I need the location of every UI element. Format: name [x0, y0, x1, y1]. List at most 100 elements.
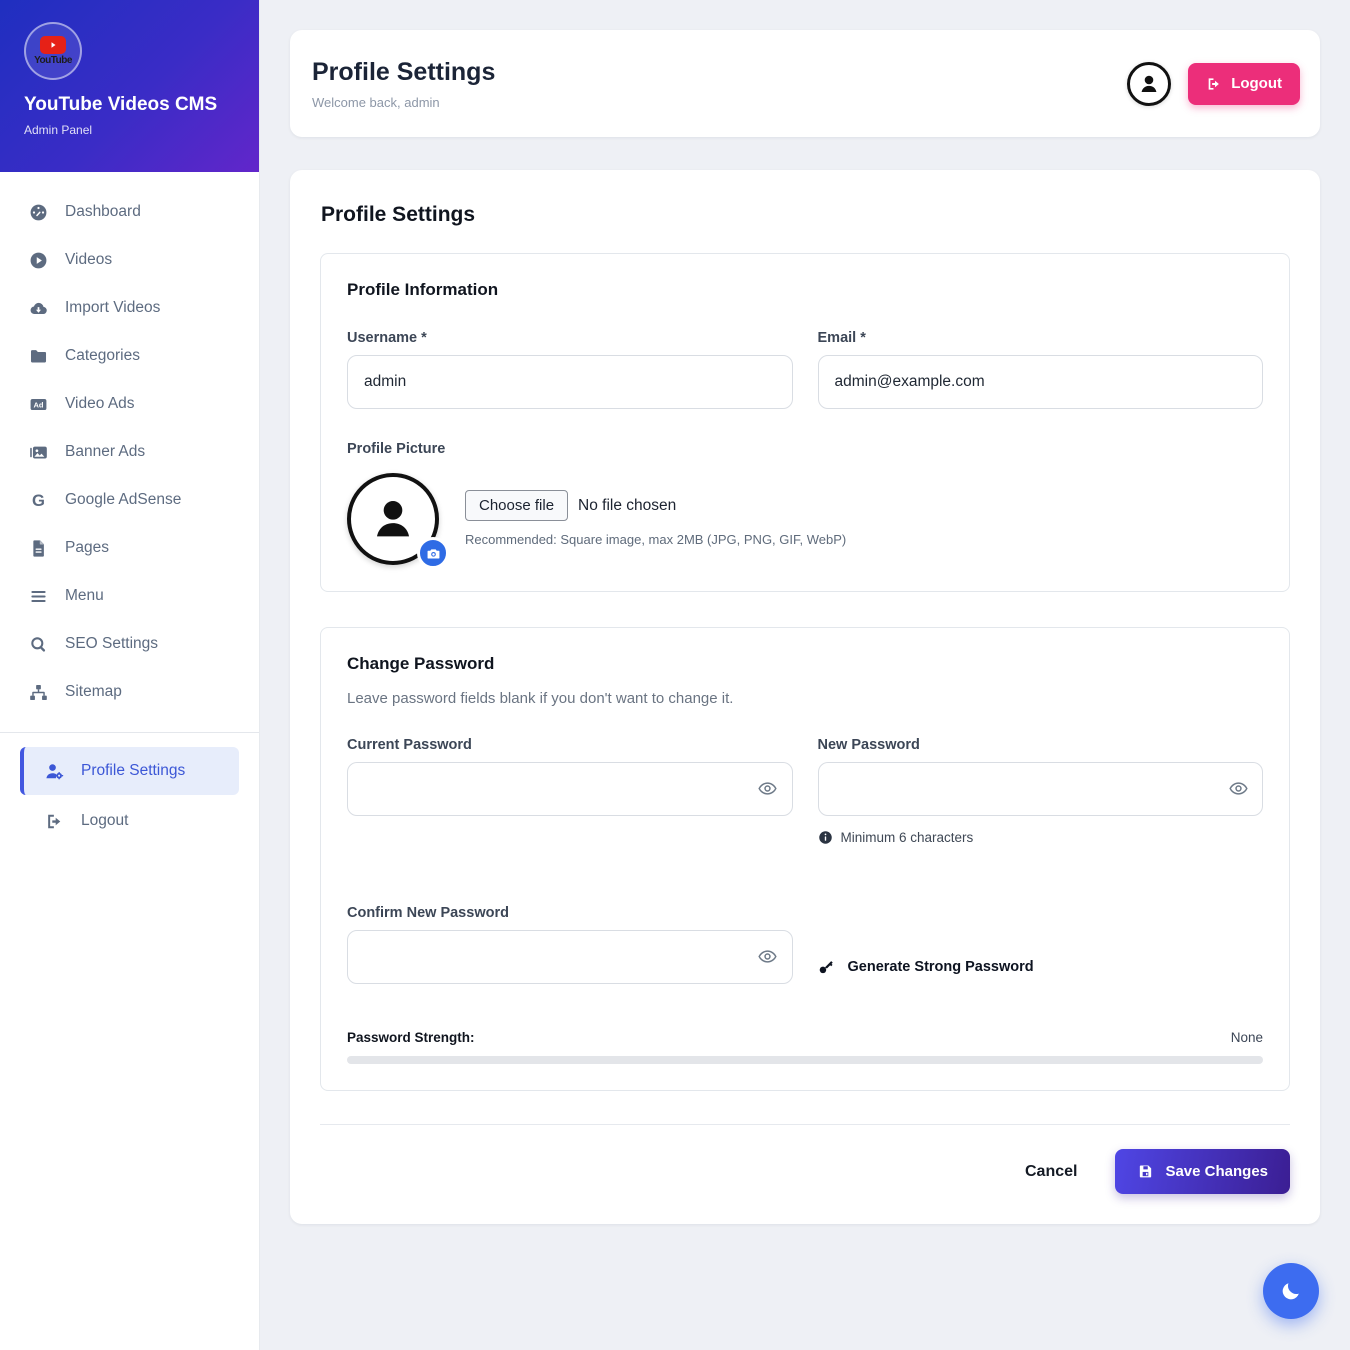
- current-password-group: Current Password: [347, 737, 793, 845]
- camera-icon: [427, 548, 439, 558]
- card-heading: Profile Settings: [321, 203, 476, 226]
- cloud-download-icon: [28, 298, 49, 319]
- generate-password-action[interactable]: Generate Strong Password: [818, 905, 1264, 984]
- confirm-password-input[interactable]: [347, 930, 793, 984]
- sign-out-icon: [1208, 77, 1220, 90]
- sidebar-item-label: Video Ads: [65, 395, 135, 412]
- sidebar-item-label: Banner Ads: [65, 443, 146, 460]
- sidebar-item-dashboard[interactable]: Dashboard: [0, 188, 259, 236]
- youtube-play-icon: [40, 36, 66, 54]
- sidebar-item-seo-settings[interactable]: SEO Settings: [0, 620, 259, 668]
- new-password-group: New Password Minimum 6 characters: [817, 737, 1263, 845]
- sidebar-item-label: Pages: [65, 539, 109, 556]
- sidebar-bottom-nav: Profile Settings Logout: [0, 747, 259, 845]
- dark-mode-toggle[interactable]: [1263, 1263, 1319, 1319]
- play-circle-icon: [28, 250, 49, 271]
- sidebar-item-video-ads[interactable]: Ad Video Ads: [0, 380, 259, 428]
- welcome-text: Welcome back, admin: [312, 94, 440, 110]
- password-strength-block: Password Strength: None: [347, 1030, 1263, 1064]
- sidebar-item-google-adsense[interactable]: G Google AdSense: [0, 476, 259, 524]
- file-upload-block: Choose file No file chosen Recommended: …: [465, 473, 846, 547]
- info-circle-icon: [818, 831, 832, 844]
- sidebar-item-label: Sitemap: [65, 683, 122, 700]
- confirm-password-label: Confirm New Password: [347, 905, 509, 921]
- cancel-button[interactable]: Cancel: [1024, 1162, 1078, 1180]
- sidebar-nav: Dashboard Videos Import Videos Categorie…: [0, 172, 259, 847]
- strength-label: Password Strength:: [347, 1030, 475, 1045]
- sidebar-item-label: Import Videos: [65, 299, 161, 316]
- sitemap-icon: [28, 682, 49, 703]
- sidebar-item-label: SEO Settings: [65, 635, 159, 652]
- page-header: Profile Settings Welcome back, admin Log…: [290, 30, 1320, 137]
- search-icon: [28, 634, 49, 655]
- google-g-icon: G: [28, 490, 49, 511]
- sidebar-item-banner-ads[interactable]: Banner Ads: [0, 428, 259, 476]
- eye-icon: [758, 782, 777, 795]
- profile-picture-label: Profile Picture: [347, 441, 446, 457]
- person-icon: [1141, 75, 1157, 92]
- file-status-text: No file chosen: [578, 496, 677, 514]
- generate-password-label: Generate Strong Password: [847, 958, 1034, 975]
- file-lines-icon: [28, 538, 49, 559]
- username-input[interactable]: [347, 355, 793, 409]
- ad-icon: Ad: [28, 394, 49, 415]
- change-password-section: Change Password Leave password fields bl…: [320, 627, 1290, 1091]
- email-label: Email *: [817, 330, 866, 346]
- sidebar-item-label: Menu: [65, 587, 104, 604]
- save-icon: [1140, 1165, 1152, 1178]
- sidebar-item-sitemap[interactable]: Sitemap: [0, 668, 259, 716]
- sidebar-item-categories[interactable]: Categories: [0, 332, 259, 380]
- email-input[interactable]: [817, 355, 1263, 409]
- sidebar-item-label: Dashboard: [65, 203, 141, 220]
- section-title: Change Password: [347, 654, 495, 673]
- header-right: Logout: [1127, 61, 1300, 106]
- sidebar-item-menu[interactable]: Menu: [0, 572, 259, 620]
- header-avatar[interactable]: [1127, 61, 1172, 106]
- upload-hint: Recommended: Square image, max 2MB (JPG,…: [465, 532, 847, 547]
- form-actions: Cancel Save Changes: [320, 1124, 1290, 1194]
- logout-button-label: Logout: [1231, 75, 1282, 92]
- toggle-visibility-button[interactable]: [758, 947, 778, 967]
- key-icon: [819, 961, 833, 974]
- confirm-password-group: Confirm New Password: [347, 905, 793, 984]
- toggle-visibility-button[interactable]: [758, 779, 778, 799]
- sidebar-item-videos[interactable]: Videos: [0, 236, 259, 284]
- sidebar-item-profile-settings[interactable]: Profile Settings: [20, 747, 239, 795]
- sidebar-item-import-videos[interactable]: Import Videos: [0, 284, 259, 332]
- strength-value: None: [1230, 1030, 1263, 1045]
- bars-icon: [28, 586, 49, 607]
- youtube-wordmark: YouTube: [34, 55, 72, 66]
- sidebar-divider: [0, 732, 259, 733]
- page-title: Profile Settings: [312, 57, 496, 86]
- username-label: Username *: [347, 330, 427, 346]
- toggle-visibility-button[interactable]: [1228, 779, 1248, 799]
- moon-icon: [1282, 1283, 1299, 1300]
- new-password-input[interactable]: [817, 762, 1263, 816]
- sidebar-item-pages[interactable]: Pages: [0, 524, 259, 572]
- strength-meter: [347, 1056, 1263, 1064]
- min-length-text: Minimum 6 characters: [840, 830, 974, 845]
- sidebar-item-logout[interactable]: Logout: [20, 797, 239, 845]
- new-password-label: New Password: [817, 737, 920, 753]
- page-header-text: Profile Settings Welcome back, admin: [312, 58, 495, 110]
- current-password-input[interactable]: [347, 762, 793, 816]
- sidebar-item-label: Google AdSense: [65, 491, 182, 508]
- logout-button[interactable]: Logout: [1188, 62, 1300, 105]
- choose-file-button[interactable]: Choose file: [465, 490, 569, 521]
- sidebar-item-label: Categories: [65, 347, 140, 364]
- section-title: Profile Information: [347, 280, 499, 299]
- eye-icon: [1228, 782, 1248, 795]
- youtube-logo: YouTube: [24, 22, 82, 80]
- gauge-icon: [28, 202, 49, 223]
- sign-out-icon: [44, 811, 65, 832]
- save-button[interactable]: Save Changes: [1115, 1149, 1290, 1194]
- camera-badge-button[interactable]: [417, 537, 449, 569]
- brand-subtitle: Admin Panel: [24, 123, 93, 137]
- file-input[interactable]: Choose file No file chosen: [465, 490, 846, 521]
- profile-picture-preview: [347, 473, 449, 569]
- content-area: Profile Settings Welcome back, admin Log…: [260, 0, 1350, 1350]
- user-gear-icon: [44, 761, 65, 782]
- brand-title: YouTube Videos CMS: [24, 94, 218, 115]
- sidebar-brand-header: YouTube YouTube Videos CMS Admin Panel: [0, 0, 259, 172]
- change-password-hint: Leave password fields blank if you don't…: [347, 690, 734, 707]
